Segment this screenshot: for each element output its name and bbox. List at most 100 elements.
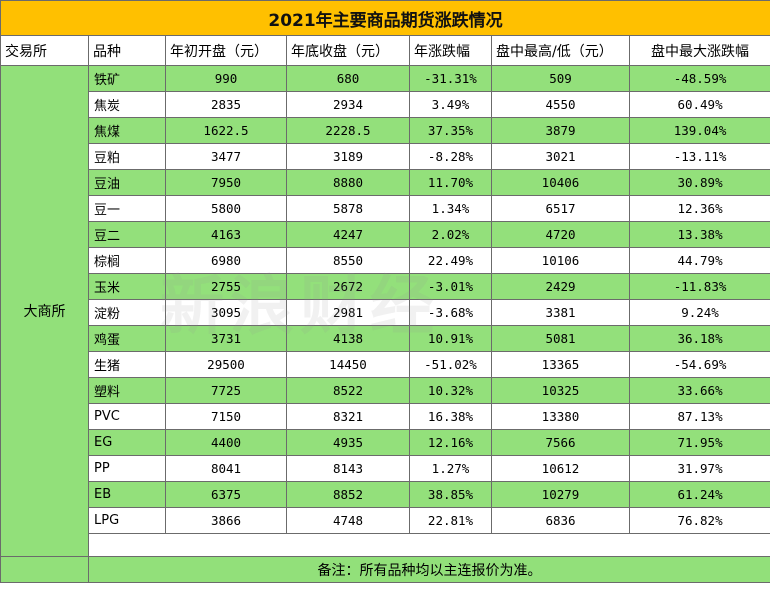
futures-table: 2021年主要商品期货涨跌情况 交易所 品种 年初开盘（元） 年底收盘（元） 年…	[0, 0, 770, 583]
table-row: 豆油 7950 8880 11.70% 10406 30.89%	[1, 169, 770, 196]
year-close-cell: 680	[286, 65, 410, 92]
year-change-cell: 3.49%	[409, 91, 492, 118]
variety-cell: 豆二	[88, 221, 166, 248]
variety-cell: 豆一	[88, 195, 166, 222]
year-open-cell: 6980	[165, 247, 287, 274]
intraday-max-change-cell: 9.24%	[628, 299, 770, 326]
intraday-max-change-cell: -11.83%	[628, 273, 770, 300]
year-open-cell: 4400	[165, 429, 287, 456]
year-close-cell: 8522	[286, 377, 410, 404]
variety-cell: 豆粕	[88, 143, 166, 170]
intraday-max-change-cell: 44.79%	[628, 247, 770, 274]
intraday-max-change-cell: 76.82%	[628, 507, 770, 534]
year-close-cell: 8143	[286, 455, 410, 482]
year-close-cell: 5878	[286, 195, 410, 222]
intraday-max-change-cell: 36.18%	[628, 325, 770, 352]
variety-cell: 焦煤	[88, 117, 166, 144]
header-row: 交易所 品种 年初开盘（元） 年底收盘（元） 年涨跌幅 盘中最高/低（元） 盘中…	[0, 35, 770, 66]
header-year-close: 年底收盘（元）	[286, 35, 410, 66]
variety-cell: 豆油	[88, 169, 166, 196]
intraday-max-change-cell: 30.89%	[628, 169, 770, 196]
intraday-max-change-cell: 31.97%	[628, 455, 770, 482]
year-open-cell: 5800	[165, 195, 287, 222]
year-close-cell: 14450	[286, 351, 410, 378]
intraday-extreme-cell: 509	[491, 65, 630, 92]
intraday-extreme-cell: 2429	[491, 273, 630, 300]
year-change-cell: 1.27%	[409, 455, 492, 482]
year-close-cell: 8852	[286, 481, 410, 508]
table-row: PP 8041 8143 1.27% 10612 31.97%	[1, 455, 770, 482]
table-title: 2021年主要商品期货涨跌情况	[0, 0, 770, 36]
table-row: EG 4400 4935 12.16% 7566 71.95%	[1, 429, 770, 456]
variety-cell: LPG	[88, 507, 166, 534]
variety-cell: 玉米	[88, 273, 166, 300]
intraday-extreme-cell: 6836	[491, 507, 630, 534]
year-change-cell: -8.28%	[409, 143, 492, 170]
intraday-max-change-cell: 139.04%	[628, 117, 770, 144]
year-open-cell: 2835	[165, 91, 287, 118]
intraday-max-change-cell: 12.36%	[628, 195, 770, 222]
table-row: 豆粕 3477 3189 -8.28% 3021 -13.11%	[1, 143, 770, 170]
variety-cell: EG	[88, 429, 166, 456]
year-change-cell: 1.34%	[409, 195, 492, 222]
intraday-extreme-cell: 10279	[491, 481, 630, 508]
table-row: 焦炭 2835 2934 3.49% 4550 60.49%	[1, 91, 770, 118]
year-change-cell: 10.32%	[409, 377, 492, 404]
year-open-cell: 1622.5	[165, 117, 287, 144]
table-row: 玉米 2755 2672 -3.01% 2429 -11.83%	[1, 273, 770, 300]
intraday-max-change-cell: 87.13%	[628, 403, 770, 430]
table-row: LPG 3866 4748 22.81% 6836 76.82%	[1, 507, 770, 534]
header-exchange: 交易所	[0, 35, 89, 66]
year-close-cell: 8321	[286, 403, 410, 430]
intraday-extreme-cell: 3381	[491, 299, 630, 326]
note-left-cell	[0, 556, 89, 583]
variety-cell: 塑料	[88, 377, 166, 404]
year-change-cell: 22.49%	[409, 247, 492, 274]
year-open-cell: 7950	[165, 169, 287, 196]
header-year-open: 年初开盘（元）	[165, 35, 287, 66]
intraday-extreme-cell: 10325	[491, 377, 630, 404]
intraday-extreme-cell: 10612	[491, 455, 630, 482]
year-change-cell: 11.70%	[409, 169, 492, 196]
year-open-cell: 7725	[165, 377, 287, 404]
year-change-cell: -51.02%	[409, 351, 492, 378]
spacer-cell	[87, 533, 770, 557]
year-open-cell: 3731	[165, 325, 287, 352]
table-row: 焦煤 1622.5 2228.5 37.35% 3879 139.04%	[1, 117, 770, 144]
intraday-extreme-cell: 6517	[491, 195, 630, 222]
year-open-cell: 8041	[165, 455, 287, 482]
table-row: 豆二 4163 4247 2.02% 4720 13.38%	[1, 221, 770, 248]
note-row: 备注：所有品种均以主连报价为准。	[0, 556, 770, 583]
exchange-cell: 大商所	[0, 65, 89, 557]
intraday-extreme-cell: 4720	[491, 221, 630, 248]
year-close-cell: 8880	[286, 169, 410, 196]
intraday-max-change-cell: -54.69%	[628, 351, 770, 378]
header-year-change: 年涨跌幅	[409, 35, 492, 66]
variety-cell: 鸡蛋	[88, 325, 166, 352]
header-variety: 品种	[88, 35, 166, 66]
year-change-cell: 12.16%	[409, 429, 492, 456]
year-change-cell: 2.02%	[409, 221, 492, 248]
year-open-cell: 6375	[165, 481, 287, 508]
year-close-cell: 3189	[286, 143, 410, 170]
year-open-cell: 7150	[165, 403, 287, 430]
intraday-max-change-cell: -13.11%	[628, 143, 770, 170]
year-change-cell: -31.31%	[409, 65, 492, 92]
intraday-extreme-cell: 7566	[491, 429, 630, 456]
intraday-max-change-cell: 71.95%	[628, 429, 770, 456]
intraday-max-change-cell: -48.59%	[628, 65, 770, 92]
intraday-extreme-cell: 10406	[491, 169, 630, 196]
table-row: 鸡蛋 3731 4138 10.91% 5081 36.18%	[1, 325, 770, 352]
variety-cell: PP	[88, 455, 166, 482]
intraday-max-change-cell: 13.38%	[628, 221, 770, 248]
intraday-extreme-cell: 13380	[491, 403, 630, 430]
table-row: 大商所 铁矿 990 680 -31.31% 509 -48.59%	[0, 65, 770, 557]
intraday-extreme-cell: 5081	[491, 325, 630, 352]
year-change-cell: 16.38%	[409, 403, 492, 430]
table-row: 豆一 5800 5878 1.34% 6517 12.36%	[1, 195, 770, 222]
year-close-cell: 2981	[286, 299, 410, 326]
table-row: 棕榈 6980 8550 22.49% 10106 44.79%	[1, 247, 770, 274]
intraday-extreme-cell: 3021	[491, 143, 630, 170]
year-close-cell: 4247	[286, 221, 410, 248]
